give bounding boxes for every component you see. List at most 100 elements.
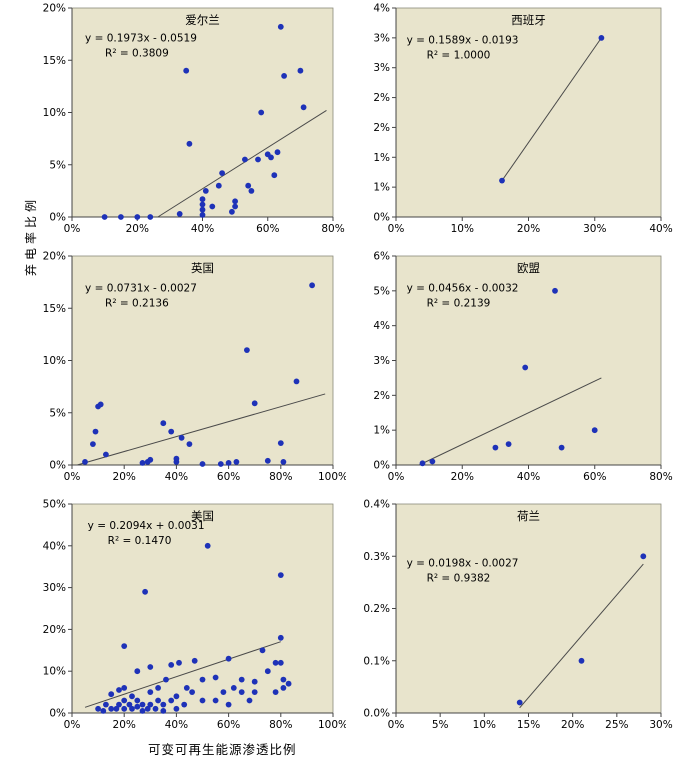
x-tick-label: 80% bbox=[649, 471, 672, 483]
scatter-point bbox=[147, 664, 154, 670]
scatter-point bbox=[139, 460, 146, 466]
scatter-point bbox=[173, 455, 180, 462]
y-tick-label: 15% bbox=[43, 303, 66, 315]
scatter-point bbox=[277, 440, 284, 446]
y-tick-label: 20% bbox=[43, 251, 66, 263]
scatter-point bbox=[189, 689, 196, 695]
plot-area bbox=[395, 7, 662, 218]
scatter-point bbox=[118, 214, 124, 220]
scatter-point bbox=[121, 643, 128, 649]
scatter-point bbox=[516, 699, 523, 706]
scatter-point bbox=[129, 693, 135, 700]
scatter-point bbox=[268, 154, 274, 161]
scatter-point bbox=[199, 461, 206, 467]
r2-label: R² = 0.2136 bbox=[105, 298, 169, 310]
trend-line bbox=[418, 377, 602, 466]
r2-label: R² = 0.2139 bbox=[427, 298, 491, 310]
y-tick-label: 0% bbox=[373, 212, 390, 224]
scatter-point bbox=[168, 662, 175, 668]
trend-line bbox=[84, 641, 281, 708]
scatter-point bbox=[248, 188, 255, 194]
scatter-point bbox=[92, 428, 99, 435]
x-tick-label: 40% bbox=[165, 719, 188, 731]
scatter-point bbox=[591, 427, 598, 434]
scatter-point bbox=[160, 701, 167, 708]
scatter-point bbox=[293, 378, 300, 385]
scatter-point bbox=[300, 104, 307, 111]
scatter-point bbox=[429, 458, 436, 465]
trend-line bbox=[77, 393, 326, 466]
y-tick-label: 0% bbox=[49, 460, 66, 472]
scatter-point bbox=[238, 676, 245, 683]
x-tick-label: 40% bbox=[649, 223, 672, 235]
scatter-point bbox=[281, 73, 287, 79]
scatter-point bbox=[95, 705, 101, 712]
scatter-point bbox=[297, 67, 304, 74]
scatter-point bbox=[280, 459, 287, 465]
scatter-point bbox=[101, 214, 108, 220]
scatter-point bbox=[272, 689, 279, 695]
x-axis-ticks: 0% 20% 40% 60% 80% bbox=[388, 465, 673, 483]
x-axis-ticks: 0% 20% 40% 60% 80% bbox=[64, 217, 345, 235]
scatter-point bbox=[147, 456, 154, 463]
x-tick-label: 40% bbox=[165, 471, 188, 483]
scatter-point bbox=[219, 170, 226, 177]
scatter-point bbox=[199, 206, 206, 213]
trend-line bbox=[501, 37, 602, 181]
scatter-point bbox=[108, 691, 115, 698]
x-tick-label: 0% bbox=[388, 223, 405, 235]
scatter-point bbox=[103, 701, 109, 708]
scatter-point bbox=[134, 668, 141, 675]
scatter-point bbox=[173, 705, 180, 712]
scatter-point bbox=[552, 287, 558, 294]
x-tick-label: 100% bbox=[318, 471, 346, 483]
x-tick-label: 80% bbox=[321, 223, 344, 235]
y-axis-ticks: 0% 5% 10% 15% 20% bbox=[43, 251, 72, 472]
y-tick-label: 0.4% bbox=[363, 499, 390, 511]
scatter-point bbox=[522, 364, 529, 371]
scatter-point bbox=[163, 676, 169, 683]
scatter-point bbox=[230, 685, 237, 691]
scatter-point bbox=[121, 705, 128, 712]
y-axis-ticks: 0% 1% 1% 2% 2% 3% 3% 4% bbox=[373, 3, 396, 224]
y-tick-label: 30% bbox=[43, 582, 66, 594]
scatter-point bbox=[259, 647, 266, 654]
x-tick-label: 30% bbox=[649, 719, 672, 731]
scatter-point bbox=[233, 459, 240, 465]
y-tick-label: 0.1% bbox=[363, 655, 390, 667]
scatter-point bbox=[121, 685, 128, 691]
scatter-points bbox=[419, 287, 598, 467]
scatter-point bbox=[116, 701, 122, 708]
y-tick-label: 0.3% bbox=[363, 551, 390, 563]
scatter-point bbox=[183, 685, 190, 691]
x-tick-label: 60% bbox=[583, 471, 606, 483]
scatter-point bbox=[225, 655, 232, 662]
scatter-point bbox=[142, 588, 148, 595]
scatter-point bbox=[242, 156, 248, 163]
scatter-point bbox=[232, 198, 239, 205]
scatter-point bbox=[232, 203, 239, 210]
scatter-point bbox=[113, 705, 120, 712]
chart-usa: 0% 20% 40% 60% 80% 100% 0% 10% 20% 30% 40% 50% 美国 y =… bbox=[28, 498, 348, 736]
scatter-point bbox=[499, 177, 505, 184]
scatter-point bbox=[178, 434, 185, 441]
equation-label: y = 0.0198x - 0.0027 bbox=[407, 558, 519, 570]
chart-ireland: 0% 20% 40% 60% 80% 0% 5% 10% 15% 20% 爱尔兰 y = 0.1973… bbox=[28, 2, 346, 240]
x-axis-ticks: 0% 10% 20% 30% 40% bbox=[388, 217, 673, 235]
x-tick-label: 30% bbox=[583, 223, 606, 235]
x-tick-label: 25% bbox=[605, 719, 628, 731]
scatter-point bbox=[100, 708, 107, 714]
y-tick-label: 4% bbox=[373, 3, 390, 15]
y-tick-label: 10% bbox=[43, 666, 66, 678]
scatter-point bbox=[251, 689, 258, 695]
scatter-point bbox=[558, 444, 565, 451]
scatter-point bbox=[126, 701, 133, 708]
scatter-point bbox=[280, 676, 287, 683]
y-axis-ticks: 0% 1% 2% 3% 4% 5% 6% bbox=[373, 251, 396, 472]
x-axis-ticks: 0% 20% 40% 60% 80% 100% bbox=[64, 713, 348, 731]
plot-area bbox=[71, 255, 334, 466]
scatter-point bbox=[220, 689, 227, 695]
equation-label: y = 0.0456x - 0.0032 bbox=[407, 283, 519, 295]
scatter-point bbox=[181, 701, 188, 708]
